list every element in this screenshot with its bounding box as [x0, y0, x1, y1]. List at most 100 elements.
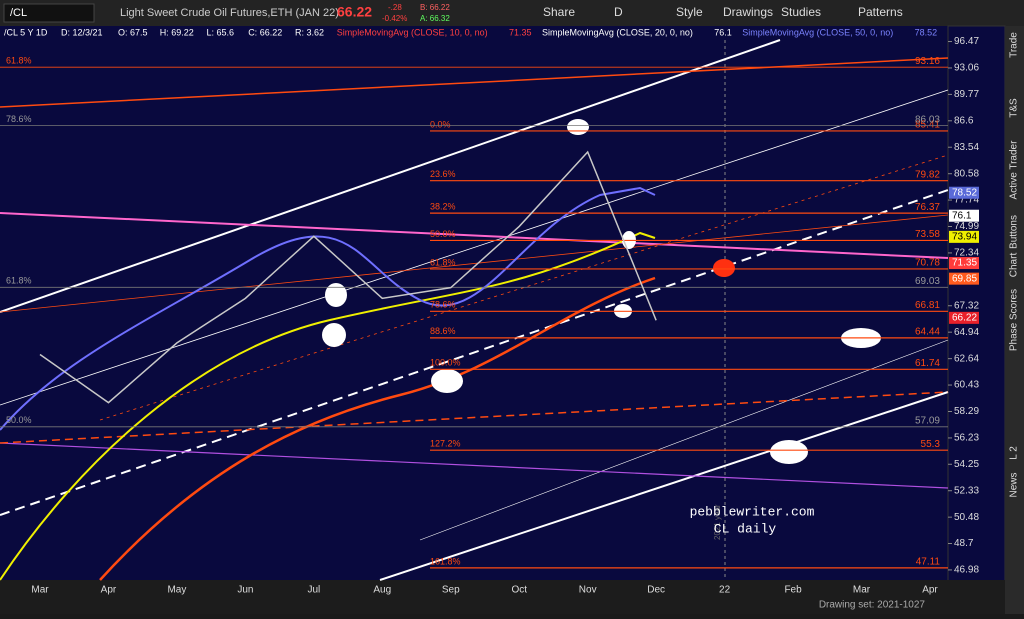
fib-label: 50.0% [6, 415, 32, 425]
toolbar-button[interactable]: D [614, 5, 623, 19]
marker [322, 323, 346, 347]
side-tab[interactable]: Active Trader [1009, 140, 1020, 200]
y-tick-label: 50.48 [954, 512, 979, 523]
symbol: /CL [10, 7, 27, 19]
fib-label: 78.6% [6, 114, 32, 124]
price-tag [949, 272, 979, 285]
toolbar-button[interactable]: Style [676, 5, 703, 19]
x-tick-label: Aug [373, 585, 391, 596]
fib-value: 76.37 [915, 202, 940, 213]
annotation: pebblewriter.com [690, 504, 815, 519]
fib-label: 78.6% [430, 300, 456, 310]
fib-label: 61.8% [6, 56, 32, 66]
study-value: 78.52 [915, 27, 938, 37]
description: Light Sweet Crude Oil Futures,ETH (JAN 2… [120, 7, 339, 19]
annotation: CL daily [714, 521, 777, 536]
y-tick-label: 46.98 [954, 565, 979, 576]
drawing-set[interactable]: Drawing set: 2021-1027 [819, 600, 926, 611]
y-tick-label: 74.99 [954, 221, 979, 232]
fib-value: 66.81 [915, 300, 940, 311]
header-item: H: 69.22 [160, 27, 194, 37]
fib-label: 88.6% [430, 326, 456, 336]
fib-label: 0.0% [430, 119, 451, 129]
chart-area [0, 26, 1005, 588]
x-tick-label: Mar [31, 585, 49, 596]
ask: A: 66.32 [420, 14, 450, 23]
side-tab[interactable]: Trade [1009, 32, 1020, 58]
time-axis [0, 580, 1005, 614]
trendline [0, 189, 949, 516]
y-tick-label: 96.47 [954, 36, 979, 47]
marker [325, 283, 347, 307]
trendline [0, 212, 949, 259]
symbol-box[interactable] [3, 3, 95, 23]
toolbar-button[interactable]: Studies [781, 5, 821, 19]
fib-label: 38.2% [430, 201, 456, 211]
fib-value: 69.03 [915, 276, 940, 287]
header-item: O: 67.5 [118, 27, 148, 37]
side-tab[interactable]: Chart [1009, 253, 1020, 278]
fib-value: 55.3 [921, 439, 941, 450]
y-tick-label: 48.7 [954, 538, 974, 549]
toolbar-button[interactable]: Patterns [858, 5, 903, 19]
x-tick-label: Nov [579, 585, 597, 596]
side-tab[interactable]: T&S [1009, 98, 1020, 118]
fib-value: 57.09 [915, 415, 940, 426]
x-tick-label: Apr [101, 585, 117, 596]
sma-200 [99, 276, 656, 581]
marker [567, 119, 589, 135]
trendline [0, 442, 949, 489]
price-tag-label: 66.22 [952, 312, 977, 323]
price-tag-label: 78.52 [952, 187, 977, 198]
price-tag-label: 69.85 [952, 273, 977, 284]
price-tag [949, 257, 979, 270]
fib-label: 61.8% [430, 257, 456, 267]
trendline [0, 89, 949, 406]
side-tab[interactable]: News [1009, 472, 1020, 497]
study-value: 76.1 [714, 27, 732, 37]
change: -.28 [388, 3, 402, 12]
last-price: 66.22 [337, 4, 372, 20]
year-marker: 2021 year [713, 504, 722, 540]
fib-value: 61.74 [915, 358, 940, 369]
fib-label: 161.8% [430, 556, 461, 566]
price-axis [947, 25, 1006, 589]
marker [713, 259, 735, 277]
study-name: SimpleMovingAvg (CLOSE, 50, 0, no) [742, 27, 893, 37]
fib-label: 50.0% [430, 229, 456, 239]
side-tab[interactable]: L 2 [1009, 446, 1020, 460]
y-tick-label: 72.34 [954, 248, 979, 259]
fib-value: 79.82 [915, 169, 940, 180]
x-tick-label: 22 [719, 585, 731, 596]
toolbar-button[interactable]: Drawings [723, 5, 773, 19]
sma-50 [0, 186, 656, 431]
y-tick-label: 54.25 [954, 459, 979, 470]
y-tick-label: 56.23 [954, 433, 979, 444]
y-tick-label: 89.77 [954, 89, 979, 100]
marker [431, 369, 463, 393]
fib-value: 64.44 [915, 326, 940, 337]
side-tab[interactable]: Phase Scores [1009, 289, 1020, 351]
change-pct: -0.42% [382, 14, 407, 23]
y-tick-label: 77.74 [954, 195, 979, 206]
price-tag-label: 71.35 [952, 258, 977, 269]
y-tick-label: 80.58 [954, 168, 979, 179]
toolbar-button[interactable]: Share [543, 5, 575, 19]
price-tag [949, 311, 979, 324]
y-tick-label: 93.06 [954, 63, 979, 74]
fib-value: 70.78 [915, 258, 940, 269]
study-value: 71.35 [509, 27, 532, 37]
side-tab[interactable]: Buttons [1009, 215, 1020, 249]
header-item: D: 12/3/21 [61, 27, 103, 37]
header-item: C: 66.22 [248, 27, 282, 37]
y-tick-label: 60.43 [954, 380, 979, 391]
y-tick-label: 62.64 [954, 353, 979, 364]
x-tick-label: Apr [922, 585, 938, 596]
y-tick-label: 58.29 [954, 406, 979, 417]
fib-label: 100.0% [430, 358, 461, 368]
fib-label: 23.6% [430, 169, 456, 179]
y-tick-label: 67.32 [954, 300, 979, 311]
price-tag [949, 209, 979, 222]
y-tick-label: 64.94 [954, 327, 979, 338]
